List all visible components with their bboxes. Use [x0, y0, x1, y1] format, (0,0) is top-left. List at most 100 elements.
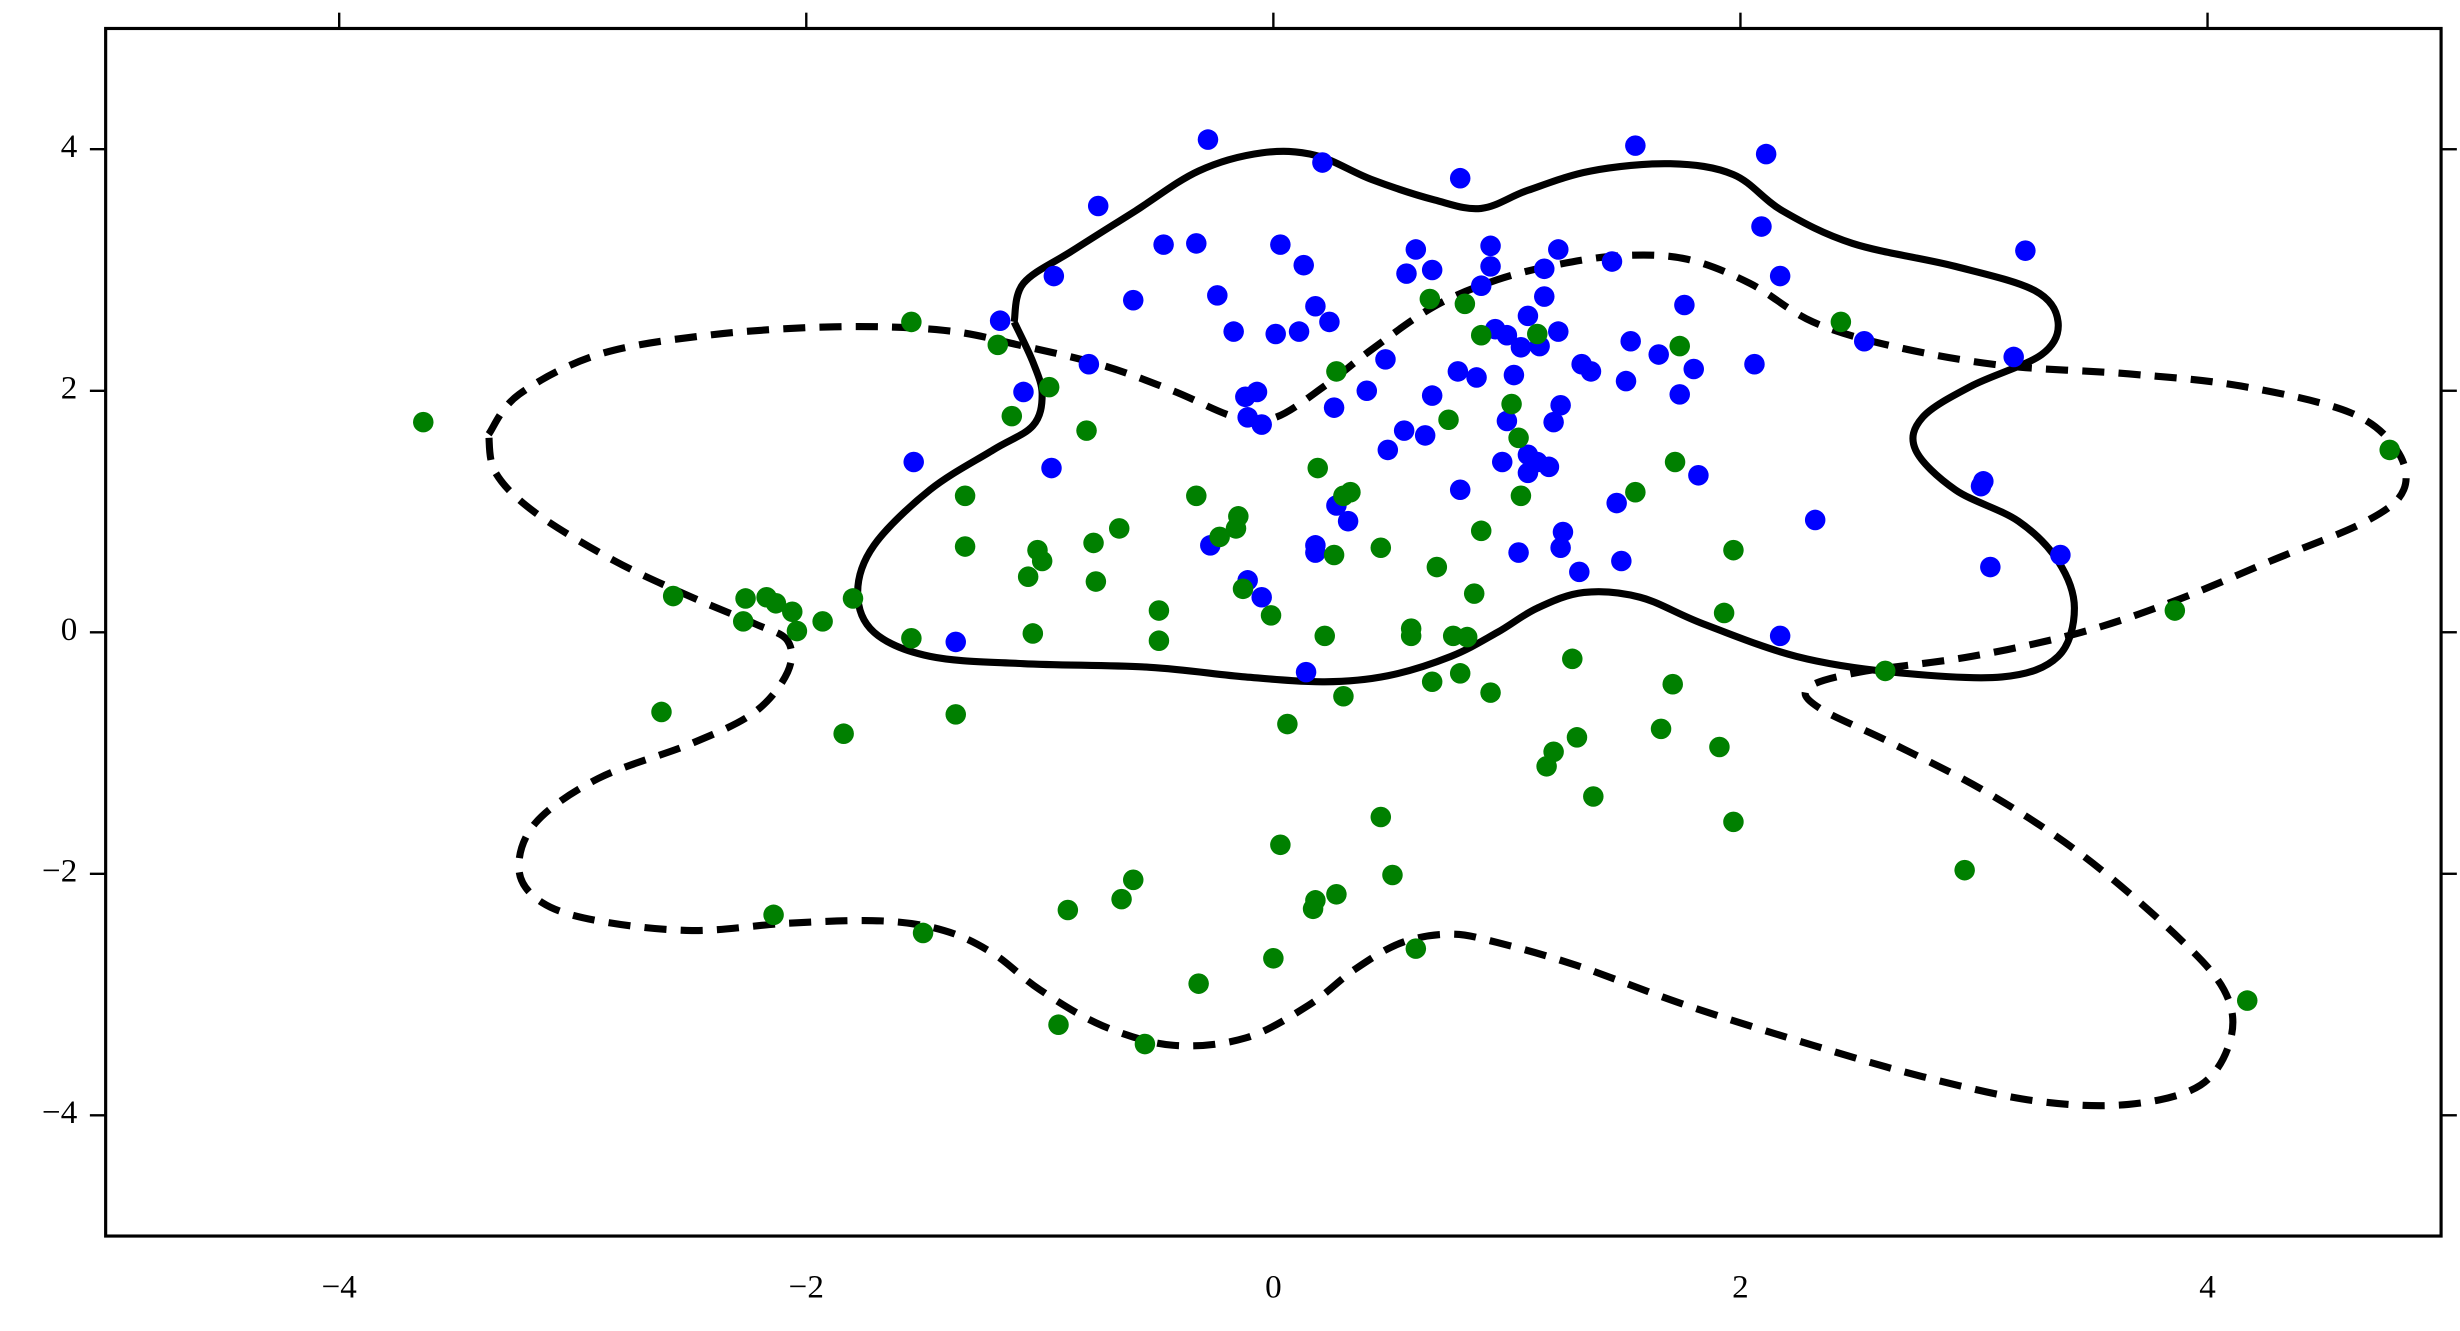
scatter-point — [1470, 275, 1492, 296]
scatter-point — [1405, 938, 1427, 959]
scatter-point — [1650, 718, 1672, 740]
scatter-point — [2379, 439, 2400, 461]
scatter-point — [1207, 285, 1228, 306]
scatter-point — [1307, 457, 1328, 479]
scatter-point — [1377, 439, 1399, 461]
scatter-point — [1874, 660, 1896, 682]
scatter-point — [2050, 544, 2071, 566]
scatter-point — [1048, 1014, 1069, 1036]
scatter-point — [1674, 294, 1695, 316]
scatter-point — [1022, 623, 1044, 644]
scatter-point — [1223, 321, 1244, 342]
scatter-point — [1470, 324, 1492, 346]
scatter-point — [1755, 143, 1777, 165]
scatter-point — [1017, 566, 1039, 588]
scatter-point — [833, 723, 854, 744]
scatter-point — [1041, 457, 1062, 479]
scatter-point — [1419, 288, 1441, 310]
scatter-point — [901, 311, 922, 333]
scatter-point — [1548, 239, 1569, 260]
scatter-point — [1480, 235, 1501, 257]
y-tick-label: 0 — [61, 611, 78, 648]
plot-frame — [104, 26, 2443, 1238]
scatter-point — [1723, 811, 1744, 833]
scatter-point — [1013, 381, 1034, 403]
scatter-point — [812, 611, 833, 632]
scatter-point — [765, 592, 787, 614]
scatter-point — [1480, 256, 1501, 277]
scatter-point — [1449, 663, 1471, 684]
scatter-point — [1550, 537, 1571, 559]
scatter-point — [1566, 727, 1588, 748]
scatter-point — [1980, 556, 2001, 578]
scatter-point — [1438, 409, 1459, 431]
contour-line — [485, 251, 2410, 1110]
scatter-point — [1804, 509, 1826, 531]
scatter-point — [1370, 537, 1392, 559]
scatter-point — [1550, 394, 1571, 416]
y-tick-label: −4 — [42, 1094, 78, 1131]
scatter-point — [1314, 625, 1335, 647]
scatter-point — [1688, 464, 1709, 486]
scatter-point — [1510, 485, 1532, 507]
scatter-point — [1333, 485, 1354, 507]
scatter-point — [1751, 216, 1772, 237]
scatter-point — [1534, 286, 1555, 307]
scatter-point — [1683, 358, 1704, 380]
scatter-point — [1769, 625, 1791, 647]
scatter-point — [782, 601, 803, 623]
scatter-point — [1970, 475, 1992, 497]
scatter-point — [2164, 600, 2186, 621]
scatter-point — [1225, 518, 1247, 539]
scatter-point — [1078, 353, 1100, 375]
scatter-point — [1466, 367, 1487, 388]
scatter-point — [1134, 1033, 1156, 1055]
scatter-point — [954, 536, 976, 557]
scatter-point — [1186, 233, 1207, 254]
scatter-point — [1122, 289, 1144, 311]
scatter-point — [903, 451, 924, 473]
scatter-point — [1305, 542, 1326, 563]
scatter-point — [1536, 756, 1557, 777]
scatter-point — [1356, 380, 1378, 402]
scatter-point — [1853, 330, 1875, 352]
scatter-point — [1337, 510, 1359, 532]
scatter-point — [732, 611, 754, 632]
scatter-point — [1463, 583, 1485, 604]
scatter-point — [1288, 321, 1310, 342]
scatter-point — [1569, 561, 1590, 583]
scatter-point — [1611, 550, 1632, 572]
scatter-point — [1400, 625, 1422, 647]
scatter-point — [1396, 263, 1417, 284]
scatter-point — [1414, 425, 1436, 446]
scatter-point — [1496, 324, 1518, 346]
scatter-point — [1583, 786, 1604, 807]
scatter-point — [1580, 361, 1602, 382]
y-tick-label: 4 — [61, 128, 78, 165]
scatter-point — [1830, 311, 1852, 333]
scatter-point — [1501, 393, 1522, 415]
scatter-point — [1148, 630, 1170, 652]
scatter-point — [1209, 526, 1230, 548]
scatter-point — [786, 620, 808, 642]
scatter-point — [1246, 381, 1268, 403]
scatter-point — [1277, 713, 1298, 735]
scatter-point — [1186, 485, 1207, 507]
scatter-point — [1375, 349, 1396, 370]
scatter-point — [1496, 410, 1518, 432]
scatter-point — [989, 310, 1011, 332]
scatter-point — [1562, 648, 1583, 670]
scatter-point — [1447, 361, 1469, 382]
scatter-point — [1076, 420, 1097, 441]
scatter-point — [2003, 346, 2024, 368]
scatter-point — [1122, 869, 1144, 891]
scatter-point — [1421, 671, 1443, 693]
scatter-point — [1527, 323, 1548, 345]
scatter-point — [1251, 586, 1272, 608]
scatter-point — [1534, 258, 1555, 280]
scatter-point — [1270, 234, 1291, 255]
scatter-point — [1153, 234, 1174, 255]
scatter-point — [1538, 456, 1560, 478]
scatter-point — [1319, 311, 1340, 333]
scatter-point — [1323, 397, 1345, 418]
